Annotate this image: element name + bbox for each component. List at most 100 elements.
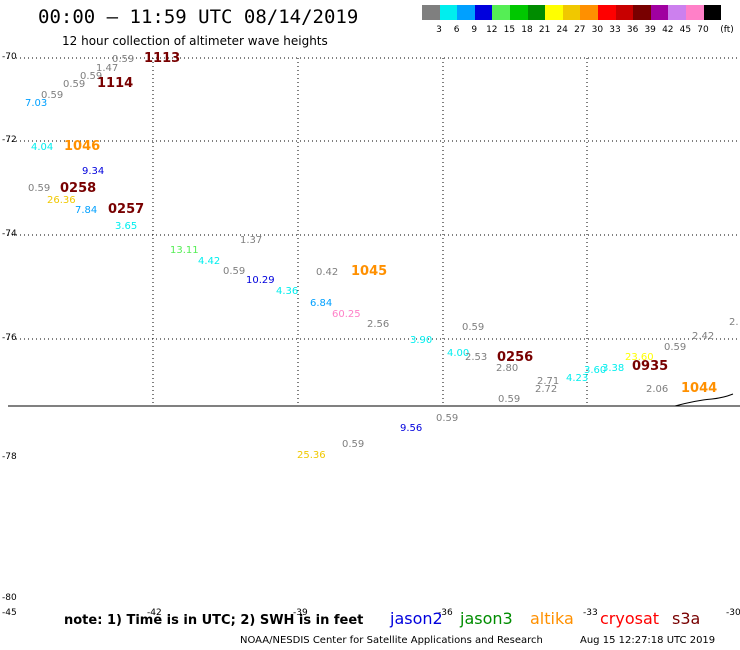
wave-height-value: 25.36 <box>297 450 326 461</box>
lat-label: -72 <box>2 135 17 145</box>
legend-label: 33 <box>609 25 621 35</box>
lon-label: -42 <box>147 608 162 618</box>
satellite-key-altika: altika <box>530 609 574 628</box>
pass-time-label: 0258 <box>60 181 97 196</box>
wave-height-value: 0.59 <box>664 342 687 353</box>
legend-label: 12 <box>486 25 498 35</box>
wave-height-value: 3.65 <box>115 221 138 232</box>
wave-height-value: 0.59 <box>28 183 51 194</box>
lat-label: -74 <box>2 229 17 239</box>
wave-height-value: 6.84 <box>310 298 333 309</box>
lat-label: -78 <box>2 452 17 462</box>
wave-height-value: 2.71 <box>537 376 560 387</box>
legend-label: 24 <box>556 25 568 35</box>
satellite-key-jason2: jason2 <box>390 609 443 628</box>
wave-height-value: 2. <box>729 317 739 328</box>
legend-swatch <box>703 5 722 20</box>
satellite-key-jason3: jason3 <box>460 609 513 628</box>
satellite-key-cryosat: cryosat <box>600 609 660 628</box>
wave-height-value: 13.11 <box>170 245 199 256</box>
legend-swatch <box>686 5 704 20</box>
legend-swatch <box>545 5 563 20</box>
wave-height-value: 60.25 <box>332 309 361 320</box>
credit-line: NOAA/NESDIS Center for Satellite Applica… <box>240 635 543 646</box>
legend-swatch <box>510 5 528 20</box>
wave-height-value: 7.84 <box>75 205 98 216</box>
wave-height-value: 0.59 <box>41 90 64 101</box>
legend-swatch <box>474 5 493 20</box>
legend-swatch <box>492 5 510 20</box>
map-subtitle: 12 hour collection of altimeter wave hei… <box>62 34 328 48</box>
legend-swatch <box>650 5 669 20</box>
wave-height-value: 4.23 <box>566 373 589 384</box>
legend-swatch <box>422 5 440 20</box>
wave-height-value: 4.04 <box>31 142 54 153</box>
generated-timestamp: Aug 15 12:27:18 UTC 2019 <box>580 635 716 646</box>
legend-label: 18 <box>521 25 533 35</box>
wave-height-value: 0.59 <box>498 394 521 405</box>
legend-swatch <box>457 5 475 20</box>
wave-height-value: 9.34 <box>82 166 105 177</box>
pass-time-label: 1113 <box>144 51 181 66</box>
lon-label: -39 <box>293 608 308 618</box>
legend-label: 9 <box>471 25 478 35</box>
legend-label: 70 <box>697 25 709 35</box>
wave-height-value: 4.00 <box>447 348 470 359</box>
legend-unit: (ft) <box>720 25 734 35</box>
legend-swatch <box>598 5 616 20</box>
pass-time-label: 0935 <box>632 359 669 374</box>
legend-swatch <box>668 5 686 20</box>
wave-height-value: 3.60 <box>584 365 607 376</box>
wave-height-value: 0.59 <box>80 71 103 82</box>
wave-height-value: 3.90 <box>410 335 433 346</box>
legend-label: 30 <box>591 25 604 35</box>
legend-label: 45 <box>679 25 692 35</box>
pass-time-label: 1046 <box>64 139 101 154</box>
satellite-key-s3a: s3a <box>672 609 701 628</box>
lat-label: -70 <box>2 52 17 62</box>
legend-label: 39 <box>644 25 656 35</box>
lat-label: -76 <box>2 333 17 343</box>
legend-label: 27 <box>574 25 586 35</box>
legend-swatch <box>562 5 581 20</box>
wave-height-value: 23.60 <box>625 352 654 363</box>
wave-height-value: 0.59 <box>112 54 135 65</box>
wave-height-value: 0.42 <box>316 267 339 278</box>
legend-label: 42 <box>662 25 674 35</box>
lon-label: -36 <box>438 608 453 618</box>
wave-height-value: 7.03 <box>25 98 48 109</box>
wave-height-value: 1.47 <box>96 63 119 74</box>
legend-swatch <box>633 5 651 20</box>
lon-label: -33 <box>583 608 598 618</box>
wave-height-value: 9.56 <box>400 423 423 434</box>
pass-time-label: 1114 <box>97 76 134 91</box>
wave-height-value: 2.42 <box>692 331 715 342</box>
wave-height-value: 2.06 <box>646 384 669 395</box>
wave-height-value: 0.59 <box>342 439 365 450</box>
lon-label: -30 <box>726 608 740 618</box>
pass-time-label: 0257 <box>108 202 145 217</box>
map-title: 00:00 – 11:59 UTC 08/14/2019 <box>38 6 359 28</box>
wave-height-value: 0.59 <box>462 322 485 333</box>
legend-swatch <box>527 5 546 20</box>
legend-label: 6 <box>453 25 460 35</box>
wave-height-value: 0.59 <box>223 266 246 277</box>
lon-label: -45 <box>2 608 17 618</box>
wave-height-value: 0.59 <box>436 413 459 424</box>
coastline <box>674 393 734 407</box>
legend-label: 3 <box>436 25 442 35</box>
pass-time-label: 1044 <box>681 381 718 396</box>
wave-height-value: 1.37 <box>240 235 263 246</box>
wave-height-value: 0.59 <box>63 79 86 90</box>
wave-height-value: 2.72 <box>535 384 558 395</box>
lat-label: -80 <box>2 593 17 603</box>
legend-swatch <box>615 5 634 20</box>
pass-time-label: 0256 <box>497 350 534 365</box>
legend-label: 36 <box>626 25 639 35</box>
wave-height-value: 2.53 <box>465 352 488 363</box>
wave-height-value: 26.36 <box>47 195 76 206</box>
legend-swatch <box>439 5 458 20</box>
wave-height-value: 3.38 <box>602 363 625 374</box>
wave-height-value: 4.36 <box>276 286 299 297</box>
wave-height-value: 2.56 <box>367 319 390 330</box>
